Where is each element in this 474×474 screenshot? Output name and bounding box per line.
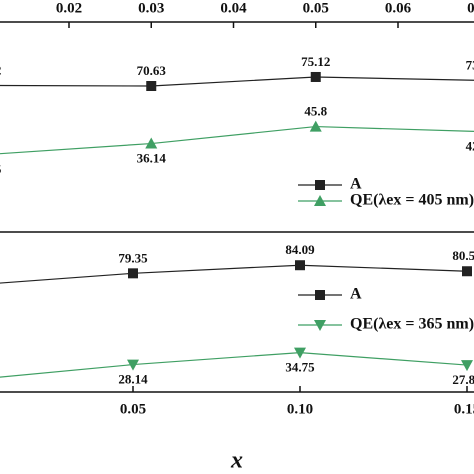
x-tick-label: 0.03 — [138, 0, 164, 16]
series-line — [0, 76, 474, 87]
x-tick-label: 0.05 — [120, 401, 146, 417]
data-label: 75.12 — [301, 54, 330, 69]
legend-marker — [315, 180, 325, 190]
marker — [145, 137, 158, 149]
marker — [309, 120, 322, 132]
x-axis-title: x — [230, 448, 243, 474]
marker — [310, 71, 321, 82]
data-label: 29.85 — [0, 162, 2, 177]
x-tick-label: 0.05 — [303, 0, 329, 16]
data-label: 34.75 — [285, 360, 315, 375]
marker — [128, 268, 138, 279]
marker — [127, 359, 139, 371]
marker — [462, 266, 472, 277]
series-line — [0, 125, 474, 155]
x-tick-label: 0.10 — [287, 401, 313, 417]
data-label: 79.35 — [118, 250, 148, 265]
marker — [295, 260, 305, 271]
data-label: 84.09 — [285, 242, 315, 257]
legend-label: QE(λex = 405 nm) — [350, 192, 474, 209]
data-label: 73.41 — [466, 57, 474, 72]
legend-label: QE(λex = 365 nm) — [350, 316, 474, 333]
x-tick-label: 0.04 — [220, 0, 247, 16]
data-label: 36.14 — [137, 151, 167, 166]
data-label: 28.14 — [118, 372, 148, 387]
legend-label: A — [350, 176, 362, 193]
legend-label: A — [350, 286, 362, 303]
series-line — [0, 264, 468, 284]
marker — [146, 81, 157, 92]
data-label: 42.96 — [466, 139, 474, 154]
data-label: 70.92 — [0, 62, 1, 77]
data-label: 70.63 — [137, 63, 167, 78]
marker — [461, 360, 473, 372]
series-line — [0, 351, 468, 378]
x-tick-label: 0.06 — [385, 0, 412, 16]
legend-marker — [314, 320, 326, 331]
x-tick-label: 0.07 — [467, 0, 474, 16]
legend-marker — [315, 290, 325, 300]
data-label: 80.57 — [452, 248, 474, 263]
data-label: 27.86 — [452, 372, 474, 387]
marker — [294, 347, 306, 359]
x-tick-label: 0.02 — [56, 0, 82, 16]
legend-marker — [314, 195, 326, 206]
data-label: 45.8 — [304, 104, 327, 119]
x-tick-label: 0.15 — [454, 401, 474, 417]
